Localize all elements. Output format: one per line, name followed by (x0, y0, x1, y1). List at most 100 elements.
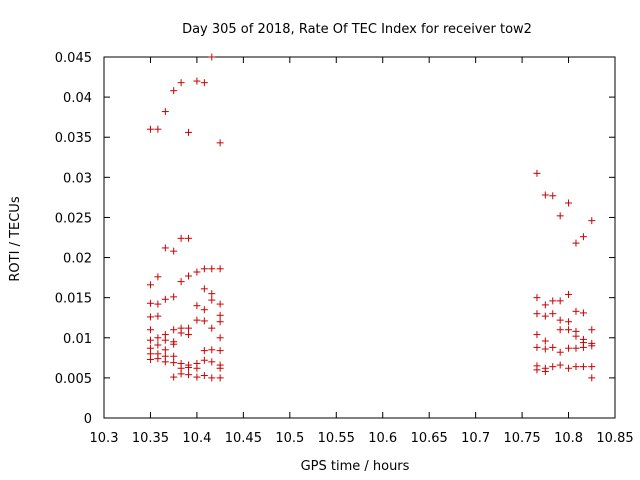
data-point (208, 296, 216, 304)
data-point (177, 370, 185, 378)
data-point (170, 87, 178, 95)
data-point (208, 346, 216, 354)
x-tick-label: 10.3 (90, 431, 119, 446)
y-axis: 0 0.005 0.01 0.015 0.02 0.025 0.03 0.035 0.04 0.0… (55, 51, 615, 427)
data-point (185, 324, 193, 332)
data-point (193, 316, 201, 324)
x-tick-label: 10.8 (554, 431, 583, 446)
y-tick-label: 0.015 (55, 292, 92, 307)
data-point (146, 355, 154, 363)
data-point (170, 293, 178, 301)
data-point (185, 128, 193, 136)
data-point (549, 192, 557, 200)
data-point (200, 265, 208, 273)
data-point (549, 343, 557, 351)
data-point (154, 300, 162, 308)
data-point (154, 355, 162, 363)
data-point (533, 343, 541, 351)
data-point (565, 199, 573, 207)
data-point (556, 361, 564, 369)
data-point (533, 294, 541, 302)
y-tick-label: 0.02 (63, 252, 92, 267)
data-point (161, 346, 169, 354)
data-point (549, 363, 557, 371)
data-point (556, 212, 564, 220)
data-point (193, 302, 201, 310)
data-point (216, 139, 224, 147)
x-tick-label: 10.5 (275, 431, 304, 446)
data-point (579, 309, 587, 317)
data-point (588, 217, 596, 225)
data-point (161, 295, 169, 303)
y-tick-label: 0 (84, 412, 92, 427)
data-point (565, 326, 573, 334)
data-point (565, 344, 573, 352)
y-tick-label: 0.04 (63, 91, 92, 106)
data-point (572, 307, 580, 315)
data-point (193, 364, 201, 372)
data-point (533, 366, 541, 374)
data-point (154, 273, 162, 281)
data-point (533, 169, 541, 177)
data-point (208, 324, 216, 332)
data-point (146, 336, 154, 344)
y-tick-label: 0.03 (63, 171, 92, 186)
data-point (177, 329, 185, 337)
x-tick-label: 10.75 (503, 431, 540, 446)
data-point (208, 358, 216, 366)
data-point (588, 342, 596, 350)
x-tick-label: 10.45 (225, 431, 262, 446)
data-point (200, 371, 208, 379)
data-point (200, 285, 208, 293)
data-point (216, 265, 224, 273)
data-point (177, 234, 185, 242)
data-point (170, 326, 178, 334)
data-point (579, 339, 587, 347)
data-point (533, 331, 541, 339)
data-point (185, 363, 193, 371)
x-tick-label: 10.85 (596, 431, 633, 446)
y-tick-label: 0.01 (63, 332, 92, 347)
data-point (200, 356, 208, 364)
x-tick-label: 10.35 (132, 431, 169, 446)
data-point (556, 297, 564, 305)
y-tick-label: 0.035 (55, 131, 92, 146)
data-point (541, 191, 549, 199)
data-point (541, 312, 549, 320)
data-point (541, 345, 549, 353)
data-point (200, 79, 208, 87)
data-point (216, 347, 224, 355)
data-point (161, 108, 169, 116)
data-point (200, 306, 208, 314)
data-point (170, 373, 178, 381)
data-point (572, 239, 580, 247)
data-point (161, 358, 169, 366)
data-point (154, 125, 162, 133)
y-tick-label: 0.005 (55, 372, 92, 387)
data-point (185, 371, 193, 379)
data-point (541, 301, 549, 309)
data-point (565, 364, 573, 372)
data-point (146, 326, 154, 334)
data-point (541, 367, 549, 375)
data-point (200, 317, 208, 325)
data-point (565, 318, 573, 326)
x-tick-label: 10.65 (411, 431, 448, 446)
data-point (193, 77, 201, 85)
data-point (170, 340, 178, 348)
x-axis: 10.3 10.35 10.4 10.45 10.5 10.55 10.6 10.65 10.7… (90, 57, 634, 446)
data-point (549, 297, 557, 305)
data-point (200, 347, 208, 355)
data-point (154, 312, 162, 320)
data-point (588, 363, 596, 371)
data-point (177, 79, 185, 87)
data-point (146, 299, 154, 307)
data-point (216, 364, 224, 372)
data-point (588, 326, 596, 334)
data-point (556, 316, 564, 324)
data-point (208, 290, 216, 298)
data-point (556, 348, 564, 356)
data-point (146, 125, 154, 133)
data-points (146, 53, 596, 382)
